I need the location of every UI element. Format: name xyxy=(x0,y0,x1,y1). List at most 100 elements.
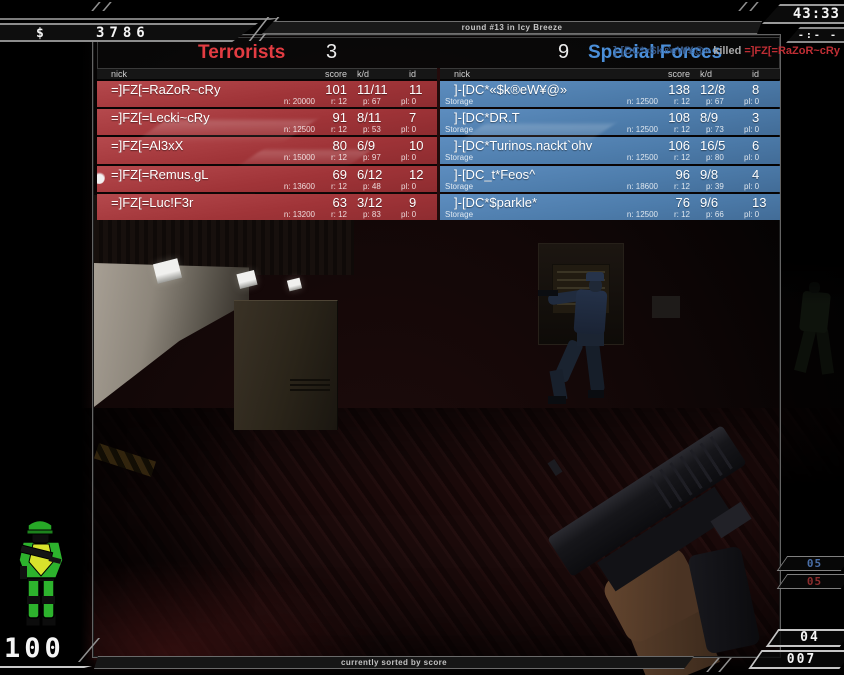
player-stat-n: n: 20000 xyxy=(283,97,315,106)
team-name-terrorists: Terrorists xyxy=(198,42,286,63)
player-stat-n: n: 12500 xyxy=(626,125,658,135)
sort-info-bar: currently sorted by score xyxy=(94,656,694,669)
kill-feed-killer: ]-[DC*«$k®eW¥@» xyxy=(613,45,711,57)
player-nick: ]-[DC*«$k®eW¥@» xyxy=(454,82,568,97)
player-stat-pl: pl: 0 xyxy=(401,125,417,135)
scoreboard-rows: =]FZ[=RaZoR~cRy 101 11/11 11 n: 20000 r:… xyxy=(97,80,780,221)
player-stat-p: p: 67 xyxy=(706,97,724,106)
col-nick: nick xyxy=(454,69,471,79)
round-info-bar: round #13 in Icy Breeze xyxy=(262,21,762,34)
column-headers-terrorists: nick score k/d id xyxy=(97,68,437,80)
player-location: Storage xyxy=(445,181,474,191)
col-score: score xyxy=(667,69,690,79)
player-location: Storage xyxy=(445,97,474,106)
player-row: ]-[DC*DR.T 108 8/9 3 Storage n: 12500 r:… xyxy=(440,109,780,136)
player-stat-r: r: 12 xyxy=(330,97,347,106)
kill-feed-victim: =]FZ[=RaZoR~cRy xyxy=(744,45,840,57)
lit-wall xyxy=(94,263,249,407)
player-stat-pl: pl: 0 xyxy=(401,153,417,163)
player-score: 69 xyxy=(332,166,347,182)
player-score: 76 xyxy=(675,194,690,210)
kill-feed-verb: killed xyxy=(713,45,742,57)
player-stat-p: p: 83 xyxy=(363,209,381,219)
player-stat-r: r: 12 xyxy=(673,125,690,135)
player-stat-n: n: 12500 xyxy=(626,209,658,219)
player-id: 6 xyxy=(752,138,760,154)
player-location: Storage xyxy=(445,153,474,163)
player-stat-r: r: 12 xyxy=(330,153,347,163)
player-kd: 6/12 xyxy=(357,166,383,182)
player-score: 80 xyxy=(332,138,347,154)
scoreboard-header: Terrorists 3 9 Special Forces xyxy=(97,37,780,68)
player-nick: ]-[DC*Turinos.nackt`ohv xyxy=(454,138,593,154)
player-id: 7 xyxy=(409,110,417,126)
player-id: 11 xyxy=(409,82,423,97)
team-name-special-forces: Special Forces xyxy=(588,42,723,63)
col-kd: k/d xyxy=(700,69,713,79)
player-kd: 16/5 xyxy=(700,138,726,154)
first-person-pistol xyxy=(545,398,800,675)
player-id: 4 xyxy=(752,166,760,182)
player-stat-r: r: 12 xyxy=(673,153,690,163)
ammo-clip-counter: 04 xyxy=(765,629,844,647)
player-kd: 9/8 xyxy=(700,166,719,182)
col-id: id xyxy=(409,69,417,79)
player-stat-n: n: 18600 xyxy=(626,181,658,191)
round-timer: 43:33 xyxy=(762,4,844,24)
player-stat-pl: pl: 0 xyxy=(744,153,760,163)
wall-light-patch xyxy=(652,296,680,318)
crate-label xyxy=(290,379,330,393)
player-id: 13 xyxy=(752,194,767,210)
player-stat-n: n: 12500 xyxy=(626,97,658,106)
player-row: =]FZ[=Al3xX 80 6/9 10 n: 15000 r: 12 p: … xyxy=(97,137,437,164)
terrorists-rows: =]FZ[=RaZoR~cRy 101 11/11 11 n: 20000 r:… xyxy=(97,80,437,221)
secondary-timer: -:- - xyxy=(786,27,844,43)
player-nick: ]-[DC_t*Feos^ xyxy=(454,166,536,182)
spray-icon xyxy=(97,170,105,184)
player-stat-p: p: 53 xyxy=(363,125,381,135)
player-stat-r: r: 12 xyxy=(673,97,690,106)
player-stat-r: r: 12 xyxy=(673,181,690,191)
round-timer-value: 43:33 xyxy=(792,6,840,22)
col-kd: k/d xyxy=(357,69,370,79)
player-stat-r: r: 12 xyxy=(673,209,690,219)
player-score: 108 xyxy=(668,110,690,126)
player-stat-pl: pl: 0 xyxy=(401,181,417,191)
player-stat-p: p: 39 xyxy=(706,181,724,191)
player-score: 106 xyxy=(668,138,690,154)
player-stat-n: n: 13600 xyxy=(283,181,315,191)
player-id: 3 xyxy=(752,110,760,126)
wooden-crate xyxy=(234,300,338,430)
player-kd: 3/12 xyxy=(357,194,383,210)
scoreboard: Terrorists 3 9 Special Forces nick score… xyxy=(97,37,780,221)
player-score: 96 xyxy=(675,166,690,182)
player-score: 91 xyxy=(332,110,347,126)
player-row: ]-[DC*$parkle* 76 9/6 13 Storage n: 1250… xyxy=(440,193,780,221)
health-value: 100 xyxy=(4,633,65,664)
money-display: $ 3786 xyxy=(0,23,258,42)
player-nick: =]FZ[=RaZoR~cRy xyxy=(111,82,221,97)
player-location: Storage xyxy=(445,125,474,135)
player-row: =]FZ[=Lecki~cRy 91 8/11 7 n: 12500 r: 12… xyxy=(97,109,437,136)
player-nick: ]-[DC*DR.T xyxy=(454,110,520,126)
money-value: 3786 xyxy=(96,25,150,41)
player-kd: 12/8 xyxy=(700,82,726,97)
player-stat-pl: pl: 0 xyxy=(401,209,417,219)
player-id: 12 xyxy=(409,166,424,182)
player-stat-n: n: 12500 xyxy=(626,153,658,163)
special-forces-rows: ]-[DC*«$k®eW¥@» 138 12/8 8 Storage n: 12… xyxy=(440,80,780,221)
kill-feed: ]-[DC*«$k®eW¥@» killed =]FZ[=RaZoR~cRy xyxy=(500,45,840,57)
team-score-special-forces: 9 xyxy=(558,41,570,63)
player-stat-pl: pl: 0 xyxy=(744,125,760,135)
player-armor-icon xyxy=(18,519,64,627)
player-row: ]-[DC_t*Feos^ 96 9/8 4 Storage n: 18600 … xyxy=(440,165,780,192)
player-score: 63 xyxy=(332,194,347,210)
player-kd: 8/9 xyxy=(700,110,719,126)
player-kd: 8/11 xyxy=(357,110,382,126)
blue-team-alive-counter: 05 xyxy=(776,556,844,571)
player-score: 101 xyxy=(325,82,347,97)
red-team-alive-counter: 05 xyxy=(776,574,844,589)
player-row: ]-[DC*Turinos.nackt`ohv 106 16/5 6 Stora… xyxy=(440,137,780,164)
player-nick: ]-[DC*$parkle* xyxy=(454,194,538,210)
player-row: =]FZ[=Luc!F3r 63 3/12 9 n: 13200 r: 12 p… xyxy=(97,193,437,221)
